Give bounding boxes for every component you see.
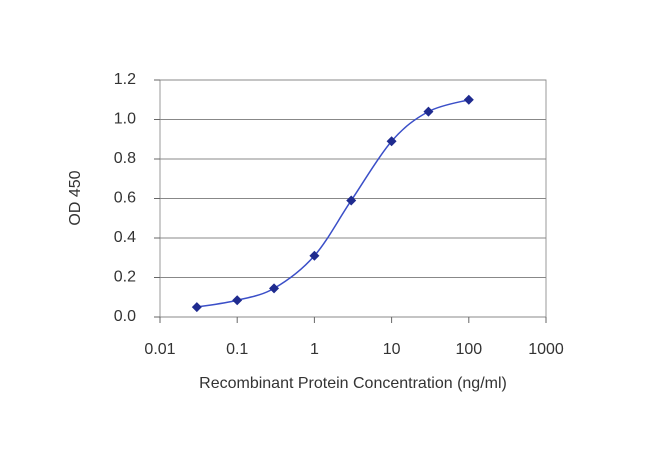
x-tick-label: 1 [310,341,319,358]
data-marker [386,136,397,147]
x-axis-label: Recombinant Protein Concentration (ng/ml… [199,375,507,392]
y-tick-label: 0.4 [114,229,136,246]
data-line [196,99,470,308]
x-tick-label: 0.1 [226,341,248,358]
x-tick-label: 10 [383,341,401,358]
y-tick-label: 0.8 [114,150,136,167]
data-marker [309,250,320,261]
x-tick-label: 0.01 [144,341,175,358]
data-marker [191,302,202,313]
y-tick-label: 0.6 [114,190,136,207]
y-tick-label: 1.0 [114,111,136,128]
x-tick-label: 1000 [528,341,564,358]
data-marker [423,106,434,117]
data-marker [232,295,243,306]
x-tick-label: 100 [455,341,482,358]
y-tick-label: 0.2 [114,269,136,286]
y-tick-label: 0.0 [114,308,136,325]
data-marker [346,195,357,206]
y-tick-label: 1.2 [114,71,136,88]
y-axis-label: OD 450 [67,170,84,225]
data-marker [269,283,280,294]
data-marker [463,94,474,105]
